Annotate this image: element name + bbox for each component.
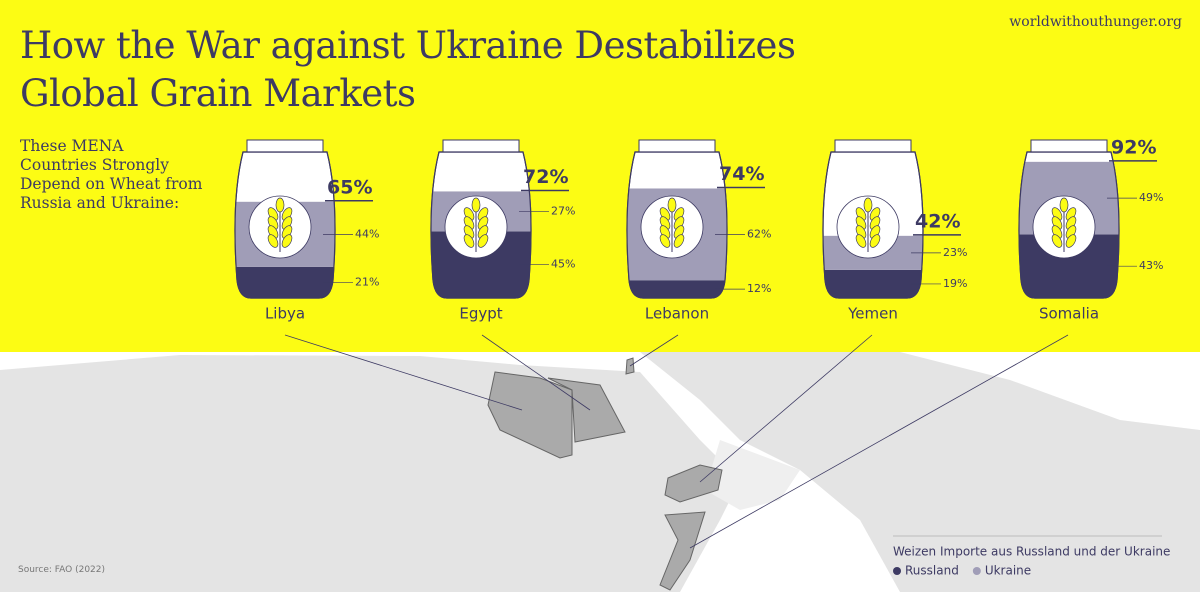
value-label: 27% <box>551 204 575 217</box>
source: Source: FAO (2022) <box>18 565 106 575</box>
value-label: 45% <box>551 258 575 271</box>
value-label: 43% <box>1139 259 1163 272</box>
sack-outline <box>1018 151 1120 299</box>
category-label: Somalia <box>1039 305 1099 323</box>
sack-lid <box>246 139 324 153</box>
icon-leaf <box>471 197 481 213</box>
total-label: 72% <box>523 166 568 188</box>
legend-label: Russland <box>905 564 959 578</box>
icon-leaf <box>281 234 293 248</box>
legend-dot <box>972 567 981 575</box>
chart-title: How the War against Ukraine Destabilizes… <box>20 24 796 115</box>
subtitle: These MENA Countries Strongly Depend on … <box>20 137 203 212</box>
yemen-shape <box>664 464 723 503</box>
icon-leaf <box>1051 234 1063 248</box>
sack-outline <box>430 151 532 299</box>
somalia-shape <box>659 511 706 591</box>
icon-leaf <box>267 234 279 248</box>
site-name: worldwithouthunger.org <box>1009 14 1182 30</box>
category-label: Egypt <box>459 305 502 323</box>
total-label: 65% <box>327 176 372 198</box>
sack-outline <box>234 151 336 299</box>
total-label: 74% <box>719 163 764 185</box>
icon-leaf <box>673 234 685 248</box>
leader-lines <box>284 334 1069 549</box>
category-label: Yemen <box>847 305 898 323</box>
value-label: 23% <box>943 246 967 259</box>
sack-outline <box>822 151 924 299</box>
header-band <box>0 0 1200 352</box>
legend-dot <box>893 567 901 575</box>
icon-leaf <box>477 234 489 248</box>
value-label: 21% <box>355 275 379 288</box>
icon-leaf <box>463 234 475 248</box>
value-label: 62% <box>747 227 771 240</box>
category-label: Libya <box>265 305 305 323</box>
category-label: Lebanon <box>645 305 709 323</box>
legend-title: Weizen Importe aus Russland und der Ukra… <box>893 545 1170 559</box>
sack-lid <box>1030 139 1108 153</box>
icon-leaf <box>855 234 867 248</box>
sack-outline <box>626 151 728 299</box>
value-label: 49% <box>1139 191 1163 204</box>
value-label: 12% <box>747 282 771 295</box>
total-label: 42% <box>915 210 960 232</box>
sack-lid <box>638 139 716 153</box>
segment <box>627 280 727 298</box>
chart: 21% 44% 65% Libya 45% 27% 72% Egypt 12% 62% 74% Leb… <box>234 136 1163 578</box>
legend-label: Ukraine <box>985 564 1031 578</box>
icon-leaf <box>863 197 873 213</box>
icon-leaf <box>869 234 881 248</box>
value-label: 44% <box>355 227 379 240</box>
icon-leaf <box>667 197 677 213</box>
libya-shape <box>487 371 573 459</box>
countries <box>487 357 723 591</box>
sack-lid <box>834 139 912 153</box>
value-label: 19% <box>943 277 967 290</box>
icon-leaf <box>275 197 285 213</box>
segment <box>823 269 923 298</box>
segment <box>235 266 335 298</box>
icon-leaf <box>1065 234 1077 248</box>
total-label: 92% <box>1111 136 1156 158</box>
icon-leaf <box>659 234 671 248</box>
icon-leaf <box>1059 197 1069 213</box>
egypt-shape <box>547 377 626 443</box>
sack-lid <box>442 139 520 153</box>
